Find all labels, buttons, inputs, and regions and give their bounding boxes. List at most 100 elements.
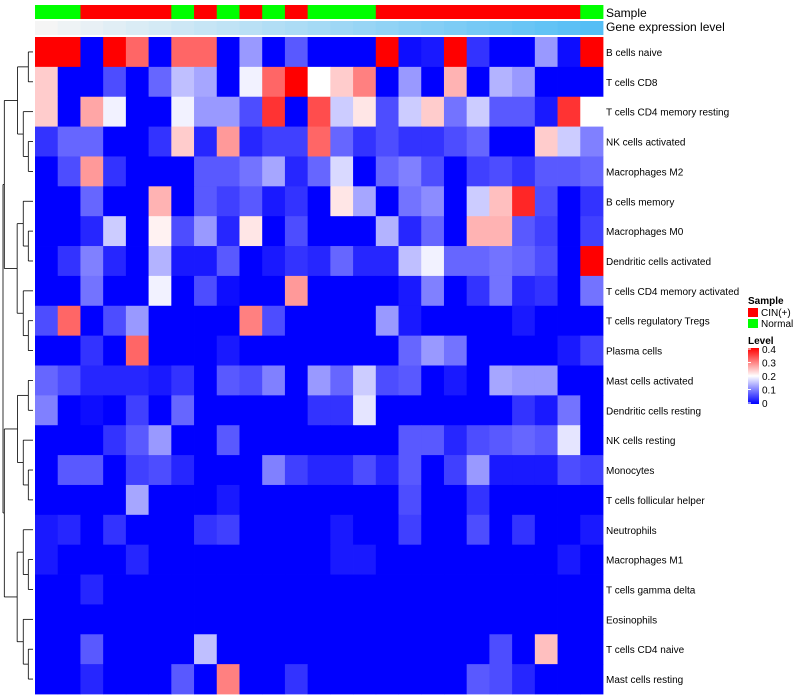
- heatmap-cell: [489, 365, 513, 396]
- heatmap-cell: [353, 664, 377, 695]
- heatmap-cell: [353, 604, 377, 635]
- heatmap-cell: [307, 216, 331, 247]
- level-legend: Level 0.4 0.3 0.2 0.1 0: [748, 336, 776, 410]
- heatmap-cell: [421, 425, 445, 456]
- heatmap-cell: [580, 126, 604, 157]
- heatmap-cell: [557, 395, 581, 426]
- heatmap-cell: [171, 156, 195, 187]
- heatmap-cell: [580, 455, 604, 486]
- heatmap-cell: [557, 37, 581, 68]
- heatmap-cell: [580, 275, 604, 307]
- heatmap-cell: [398, 634, 422, 665]
- heatmap-cell: [330, 425, 354, 456]
- heatmap-cell: [489, 544, 513, 575]
- heatmap-cell: [148, 305, 172, 337]
- heatmap-cell: [512, 126, 536, 157]
- heatmap-cell: [421, 246, 445, 277]
- heatmap-cell: [398, 365, 422, 396]
- heatmap-cell: [194, 574, 218, 605]
- heatmap-cell: [103, 246, 127, 277]
- heatmap-cell: [489, 66, 513, 98]
- heatmap-cell: [57, 574, 81, 605]
- heatmap-cell: [512, 425, 536, 456]
- heatmap-cell: [330, 216, 354, 247]
- row-label: Plasma cells: [606, 347, 662, 358]
- heatmap-cell: [534, 66, 558, 98]
- heatmap-cell: [194, 604, 218, 635]
- heatmap-cell: [489, 246, 513, 277]
- heatmap-cell: [125, 484, 149, 516]
- heatmap-cell: [353, 246, 377, 277]
- legend-label-cin: CIN(+): [761, 308, 791, 319]
- heatmap-cell: [194, 305, 218, 337]
- heatmap-cell: [80, 664, 104, 695]
- heatmap-cell: [284, 37, 309, 68]
- heatmap-cell: [580, 544, 604, 575]
- heatmap-cell: [580, 216, 604, 247]
- heatmap-cell: [262, 455, 286, 486]
- heatmap-cell: [125, 425, 149, 456]
- heatmap-cell: [194, 216, 218, 247]
- heatmap-cell: [398, 246, 422, 277]
- heatmap-cell: [330, 335, 354, 366]
- heatmap-cell: [353, 305, 377, 337]
- heatmap-cell: [534, 664, 558, 695]
- expression-annotation-cell: [194, 21, 218, 35]
- heatmap-cell: [512, 156, 536, 187]
- heatmap-cell: [307, 335, 331, 366]
- heatmap-cell: [80, 425, 104, 456]
- row-label: T cells CD8: [606, 78, 658, 89]
- heatmap-cell: [103, 66, 127, 98]
- heatmap-cell: [284, 574, 309, 605]
- heatmap-cell: [125, 126, 149, 157]
- row-label: NK cells resting: [606, 436, 675, 447]
- heatmap-cell: [512, 66, 536, 98]
- heatmap-cell: [35, 544, 59, 575]
- heatmap-cell: [307, 484, 331, 516]
- heatmap-cell: [353, 425, 377, 456]
- annotation-label-gene-expression: Gene expression level: [606, 20, 725, 34]
- heatmap-cell: [148, 156, 172, 187]
- heatmap-cell: [557, 544, 581, 575]
- legend-swatch-cin: [748, 308, 758, 317]
- heatmap-cell: [57, 37, 81, 68]
- heatmap-cell: [262, 365, 286, 396]
- row-label: T cells CD4 memory resting: [606, 108, 729, 119]
- heatmap-cell: [80, 96, 104, 127]
- heatmap-cell: [307, 604, 331, 635]
- heatmap-cell: [35, 96, 59, 127]
- heatmap-cell: [307, 574, 331, 605]
- heatmap-cell: [194, 514, 218, 546]
- heatmap-cell: [239, 544, 263, 575]
- heatmap-cell: [534, 126, 558, 157]
- heatmap-cell: [262, 96, 286, 127]
- heatmap-cell: [398, 604, 422, 635]
- heatmap-cell: [194, 365, 218, 396]
- heatmap-cell: [443, 335, 468, 366]
- annotation-label-sample: Sample: [606, 6, 647, 20]
- heatmap-cell: [421, 275, 445, 307]
- heatmap-cell: [103, 126, 127, 157]
- heatmap-cell: [353, 96, 377, 127]
- heatmap-cell: [443, 186, 468, 217]
- heatmap-cell: [489, 574, 513, 605]
- heatmap-cell: [557, 574, 581, 605]
- heatmap-cell: [512, 335, 536, 366]
- heatmap-cell: [57, 186, 81, 217]
- heatmap-cell: [421, 365, 445, 396]
- heatmap-cell: [330, 634, 354, 665]
- heatmap-cell: [148, 275, 172, 307]
- heatmap-cell: [443, 216, 468, 247]
- heatmap-cell: [57, 664, 81, 695]
- heatmap-cell: [443, 246, 468, 277]
- heatmap-cell: [557, 216, 581, 247]
- heatmap-cell: [57, 66, 81, 98]
- heatmap-cell: [194, 544, 218, 575]
- heatmap-cell: [284, 365, 309, 396]
- heatmap-cell: [353, 186, 377, 217]
- heatmap-cell: [421, 66, 445, 98]
- row-label: T cells gamma delta: [606, 585, 696, 596]
- heatmap-cell: [239, 305, 263, 337]
- sample-annotation-cell: [125, 5, 149, 19]
- heatmap-cell: [398, 544, 422, 575]
